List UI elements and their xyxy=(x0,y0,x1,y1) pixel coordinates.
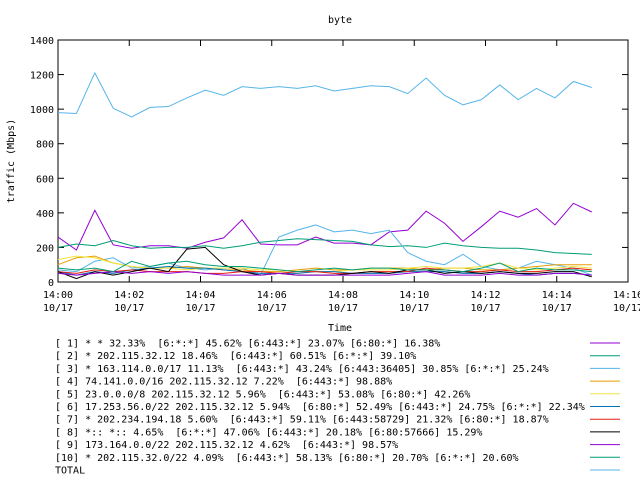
y-tick-label: 1400 xyxy=(30,36,54,47)
legend-label: [ 2] * 202.115.32.12 18.46% [6:443:*] 60… xyxy=(55,351,416,362)
legend-label: [ 3] * 163.114.0.0/17 11.13% [6:443:*] 4… xyxy=(55,364,549,375)
series-line xyxy=(57,260,592,273)
y-tick-label: 200 xyxy=(36,243,54,254)
legend-label: [ 6] 17.253.56.0/22 202.115.32.12 5.94% … xyxy=(55,402,585,413)
legend-label: [ 5] 23.0.0.0/8 202.115.32.12 5.96% [6:4… xyxy=(55,389,470,400)
legend-label: [10] * 202.115.32.0/22 4.09% [6:443:*] 5… xyxy=(55,453,519,464)
series-line xyxy=(57,224,592,276)
y-tick-label: 0 xyxy=(48,278,54,289)
y-tick-label: 800 xyxy=(36,140,54,151)
y-axis-label: traffic (Mbps) xyxy=(6,119,17,203)
series-line xyxy=(57,71,592,118)
legend-label: [ 4] 74.141.0.0/16 202.115.32.12 7.22% [… xyxy=(55,377,392,388)
chart-title: byte xyxy=(328,15,352,26)
series-line xyxy=(57,271,592,276)
y-tick-label: 600 xyxy=(36,174,54,185)
series-line xyxy=(57,202,592,251)
legend-label: [ 9] 173.164.0.0/22 202.115.32.12 4.62% … xyxy=(55,440,398,451)
y-tick-label: 1200 xyxy=(30,71,54,82)
y-tick-label: 400 xyxy=(36,209,54,220)
x-tick-label: 14:08 10/17 xyxy=(328,290,358,314)
series-line xyxy=(57,238,592,255)
legend-label: [ 8] *:: *:: 4.65% [6:*:*] 47.06% [6:443… xyxy=(55,427,482,438)
x-tick-label: 14:12 10/17 xyxy=(470,290,500,314)
legend-label: [ 7] * 202.234.194.18 5.60% [6:443:*] 59… xyxy=(55,415,549,426)
x-tick-label: 14:02 10/17 xyxy=(114,290,144,314)
plot-border xyxy=(57,39,629,283)
x-tick-label: 14:10 10/17 xyxy=(399,290,429,314)
x-axis-label: Time xyxy=(328,323,352,334)
x-tick-label: 14:06 10/17 xyxy=(257,290,287,314)
x-tick-label: 14:1610/17 xyxy=(613,290,640,314)
legend-label: TOTAL xyxy=(55,466,85,477)
x-tick-label: 14:00 10/17 xyxy=(43,290,73,314)
legend-label: [ 1] * * 32.33% [6:*:*] 45.62% [6:443:*]… xyxy=(55,339,440,350)
y-tick-label: 1000 xyxy=(30,105,54,116)
x-tick-label: 14:04 10/17 xyxy=(185,290,215,314)
series-line xyxy=(57,267,592,274)
x-tick-label: 14:14 10/17 xyxy=(542,290,572,314)
